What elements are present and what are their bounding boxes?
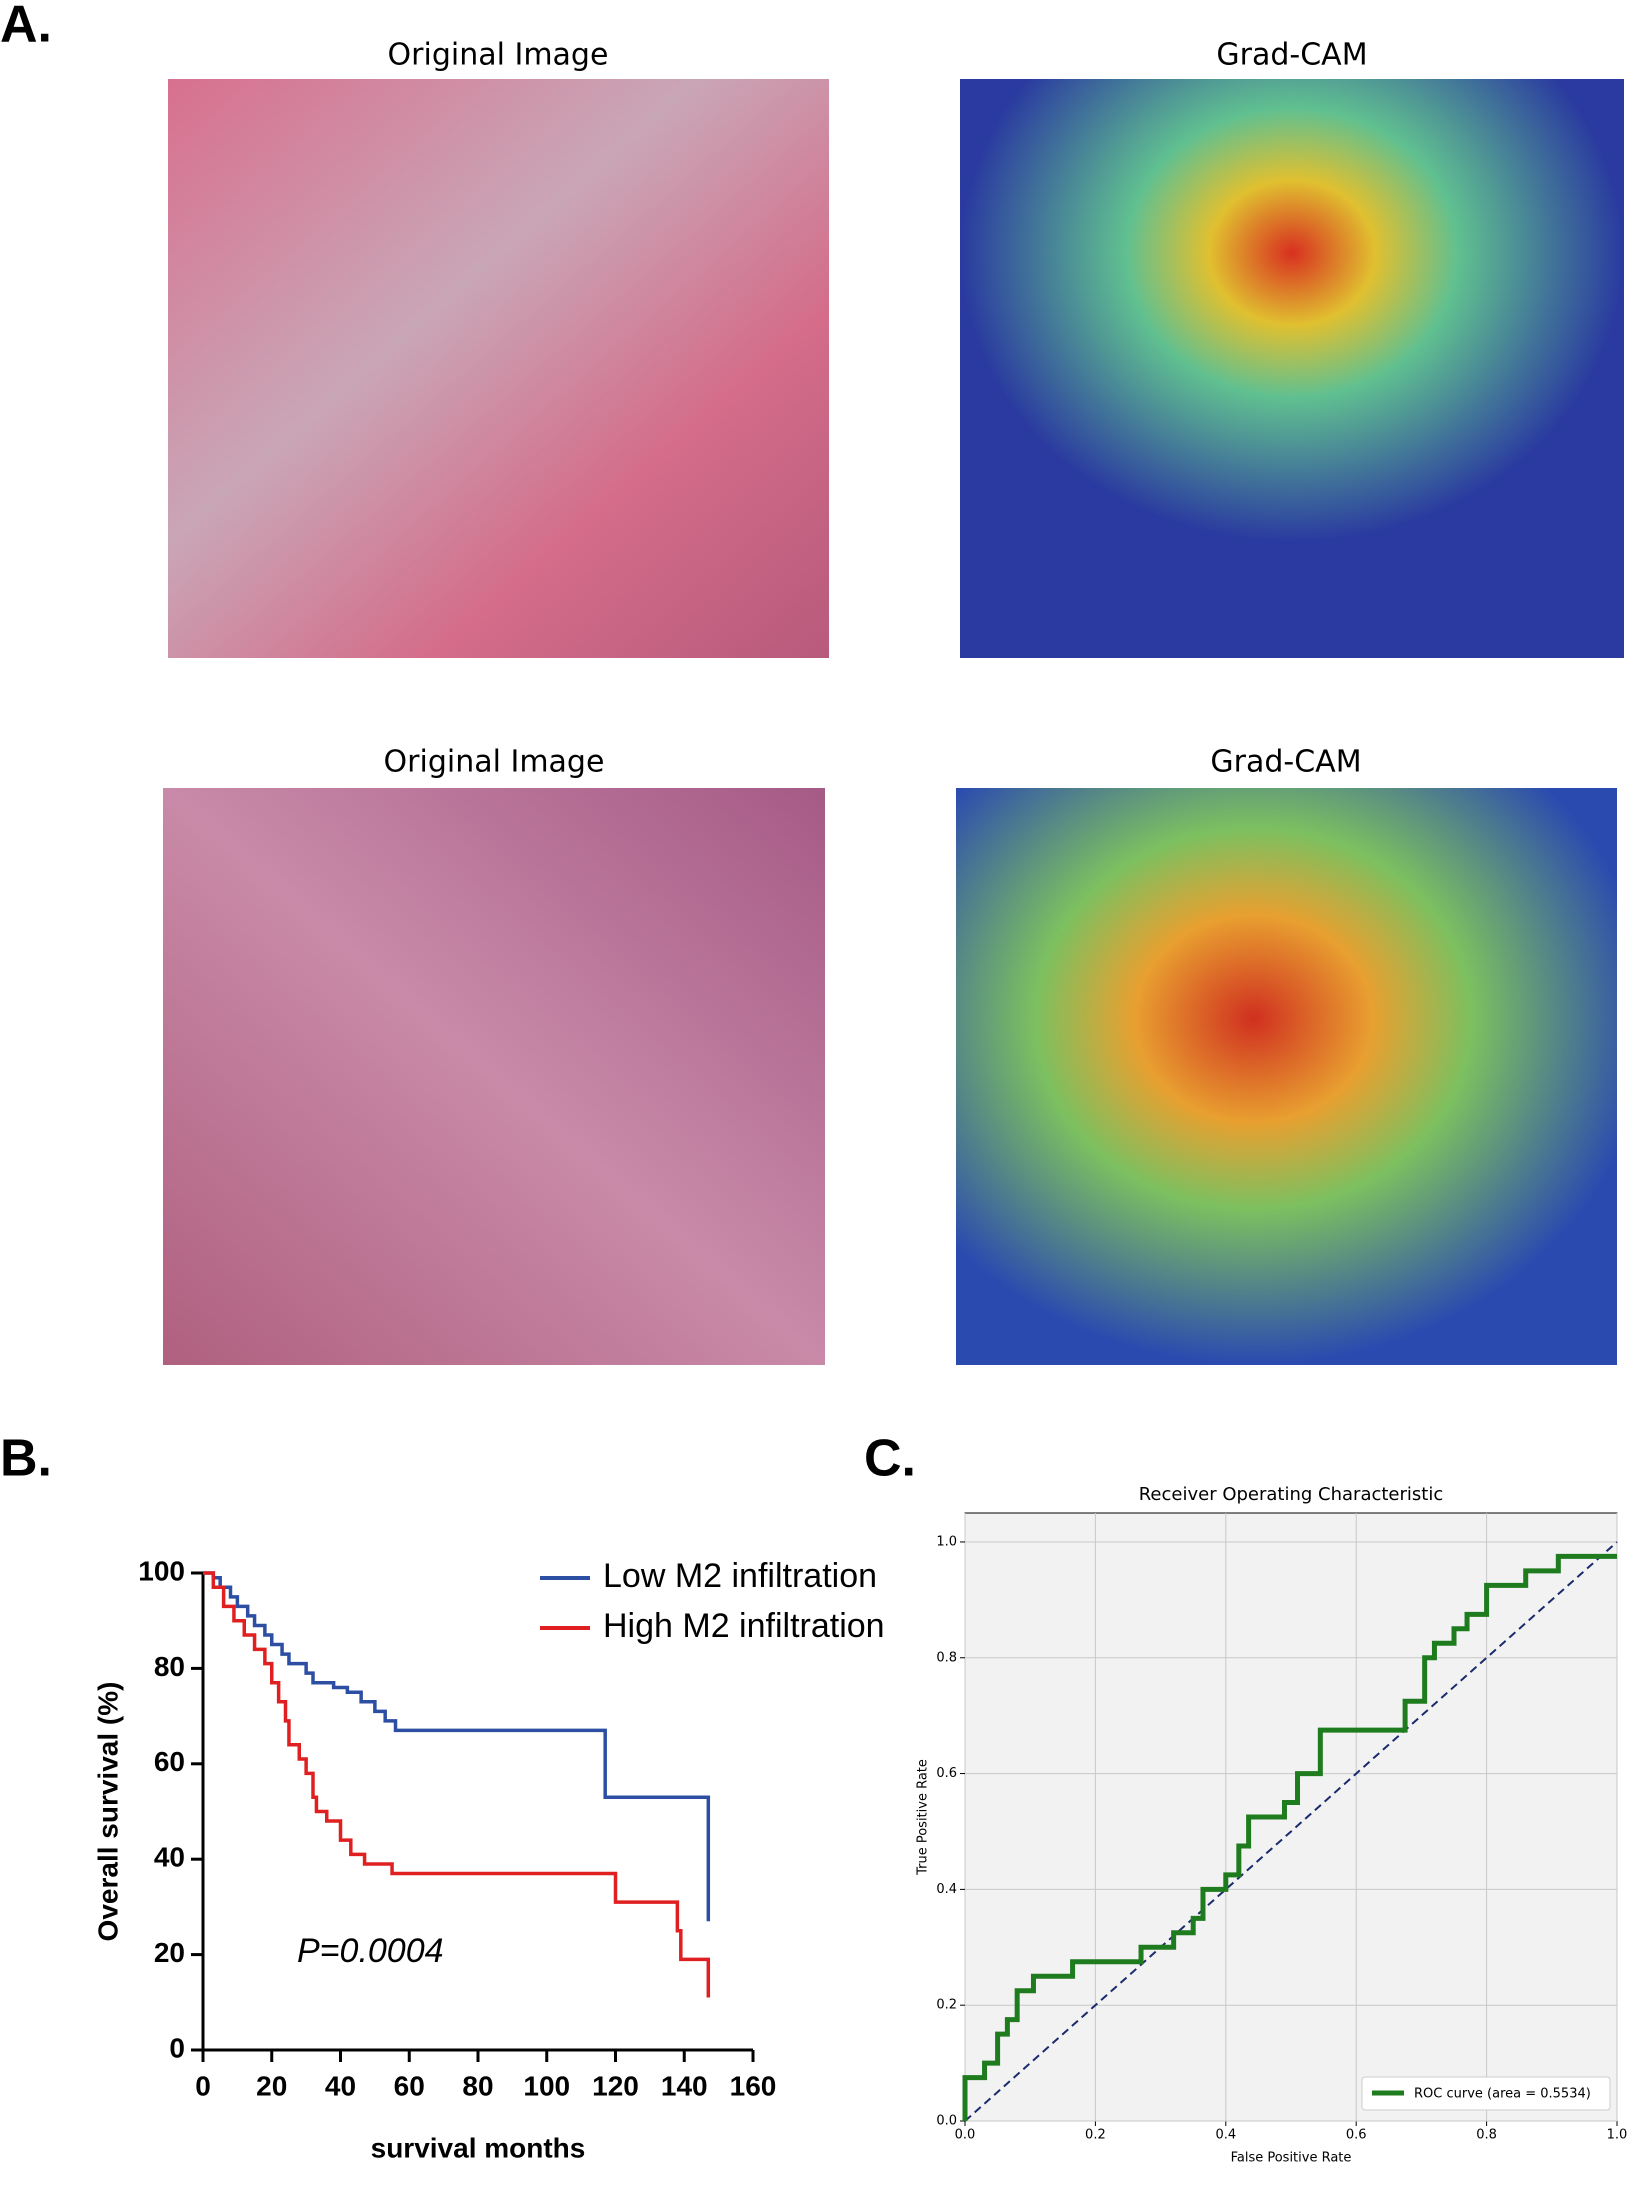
p-value: P=0.0004 bbox=[297, 1932, 444, 1970]
series-line bbox=[203, 1571, 711, 1922]
x-tick-label: 140 bbox=[661, 2070, 708, 2101]
image-title: Grad-CAM bbox=[1210, 745, 1361, 780]
x-tick-label: 120 bbox=[592, 2070, 639, 2101]
x-tick-label: 0.0 bbox=[955, 2128, 976, 2143]
y-axis-label: Overall survival (%) bbox=[92, 1682, 123, 1942]
x-tick-label: 60 bbox=[394, 2070, 425, 2101]
y-tick-label: 0.2 bbox=[936, 1998, 957, 2013]
image-title: Original Image bbox=[384, 745, 605, 780]
x-tick-label: 1.0 bbox=[1607, 2128, 1628, 2143]
y-tick-label: 0.0 bbox=[936, 2114, 957, 2129]
y-tick-label: 0.6 bbox=[936, 1766, 957, 1781]
x-tick-label: 20 bbox=[256, 2070, 287, 2101]
series-line bbox=[203, 1571, 711, 1998]
x-tick-label: 80 bbox=[462, 2070, 493, 2101]
x-axis-label: False Positive Rate bbox=[1231, 2151, 1352, 2166]
y-tick-label: 1.0 bbox=[936, 1534, 957, 1549]
chance-line bbox=[964, 1541, 1618, 2122]
y-axis-label: True Positive Rate bbox=[916, 1759, 931, 1876]
grad-cam-image bbox=[960, 79, 1624, 658]
grad-cam-image bbox=[956, 788, 1617, 1365]
x-tick-label: 0.6 bbox=[1346, 2128, 1367, 2143]
panel-label: A. bbox=[0, 0, 52, 54]
legend-label: High M2 infiltration bbox=[603, 1607, 885, 1645]
x-tick-label: 160 bbox=[730, 2070, 777, 2101]
image-title: Original Image bbox=[388, 38, 609, 73]
y-tick-label: 0 bbox=[169, 2032, 185, 2063]
x-tick-label: 40 bbox=[325, 2070, 356, 2101]
x-tick-label: 0.2 bbox=[1085, 2128, 1106, 2143]
y-tick-label: 100 bbox=[138, 1555, 185, 1586]
image-title: Grad-CAM bbox=[1216, 38, 1367, 73]
plot-area bbox=[964, 1512, 1618, 2122]
legend-label: Low M2 infiltration bbox=[603, 1557, 877, 1595]
panel-label: C. bbox=[864, 1430, 916, 1488]
histology-image bbox=[163, 788, 825, 1365]
y-tick-label: 20 bbox=[154, 1937, 185, 1968]
y-tick-label: 40 bbox=[154, 1842, 185, 1873]
legend-label: ROC curve (area = 0.5534) bbox=[1414, 2087, 1591, 2102]
histology-image bbox=[168, 79, 829, 658]
panel-label: B. bbox=[0, 1430, 52, 1488]
y-tick-label: 80 bbox=[154, 1651, 185, 1682]
y-tick-label: 0.4 bbox=[936, 1882, 957, 1897]
x-tick-label: 0 bbox=[195, 2070, 211, 2101]
series-line bbox=[962, 1553, 1617, 2121]
x-tick-label: 100 bbox=[523, 2070, 570, 2101]
y-tick-label: 0.8 bbox=[936, 1650, 957, 1665]
x-tick-label: 0.4 bbox=[1215, 2128, 1236, 2143]
x-axis-label: survival months bbox=[371, 2132, 586, 2163]
x-tick-label: 0.8 bbox=[1476, 2128, 1497, 2143]
chart-title: Receiver Operating Characteristic bbox=[1139, 1484, 1444, 1505]
y-tick-label: 60 bbox=[154, 1746, 185, 1777]
legend-box bbox=[1361, 2076, 1611, 2111]
